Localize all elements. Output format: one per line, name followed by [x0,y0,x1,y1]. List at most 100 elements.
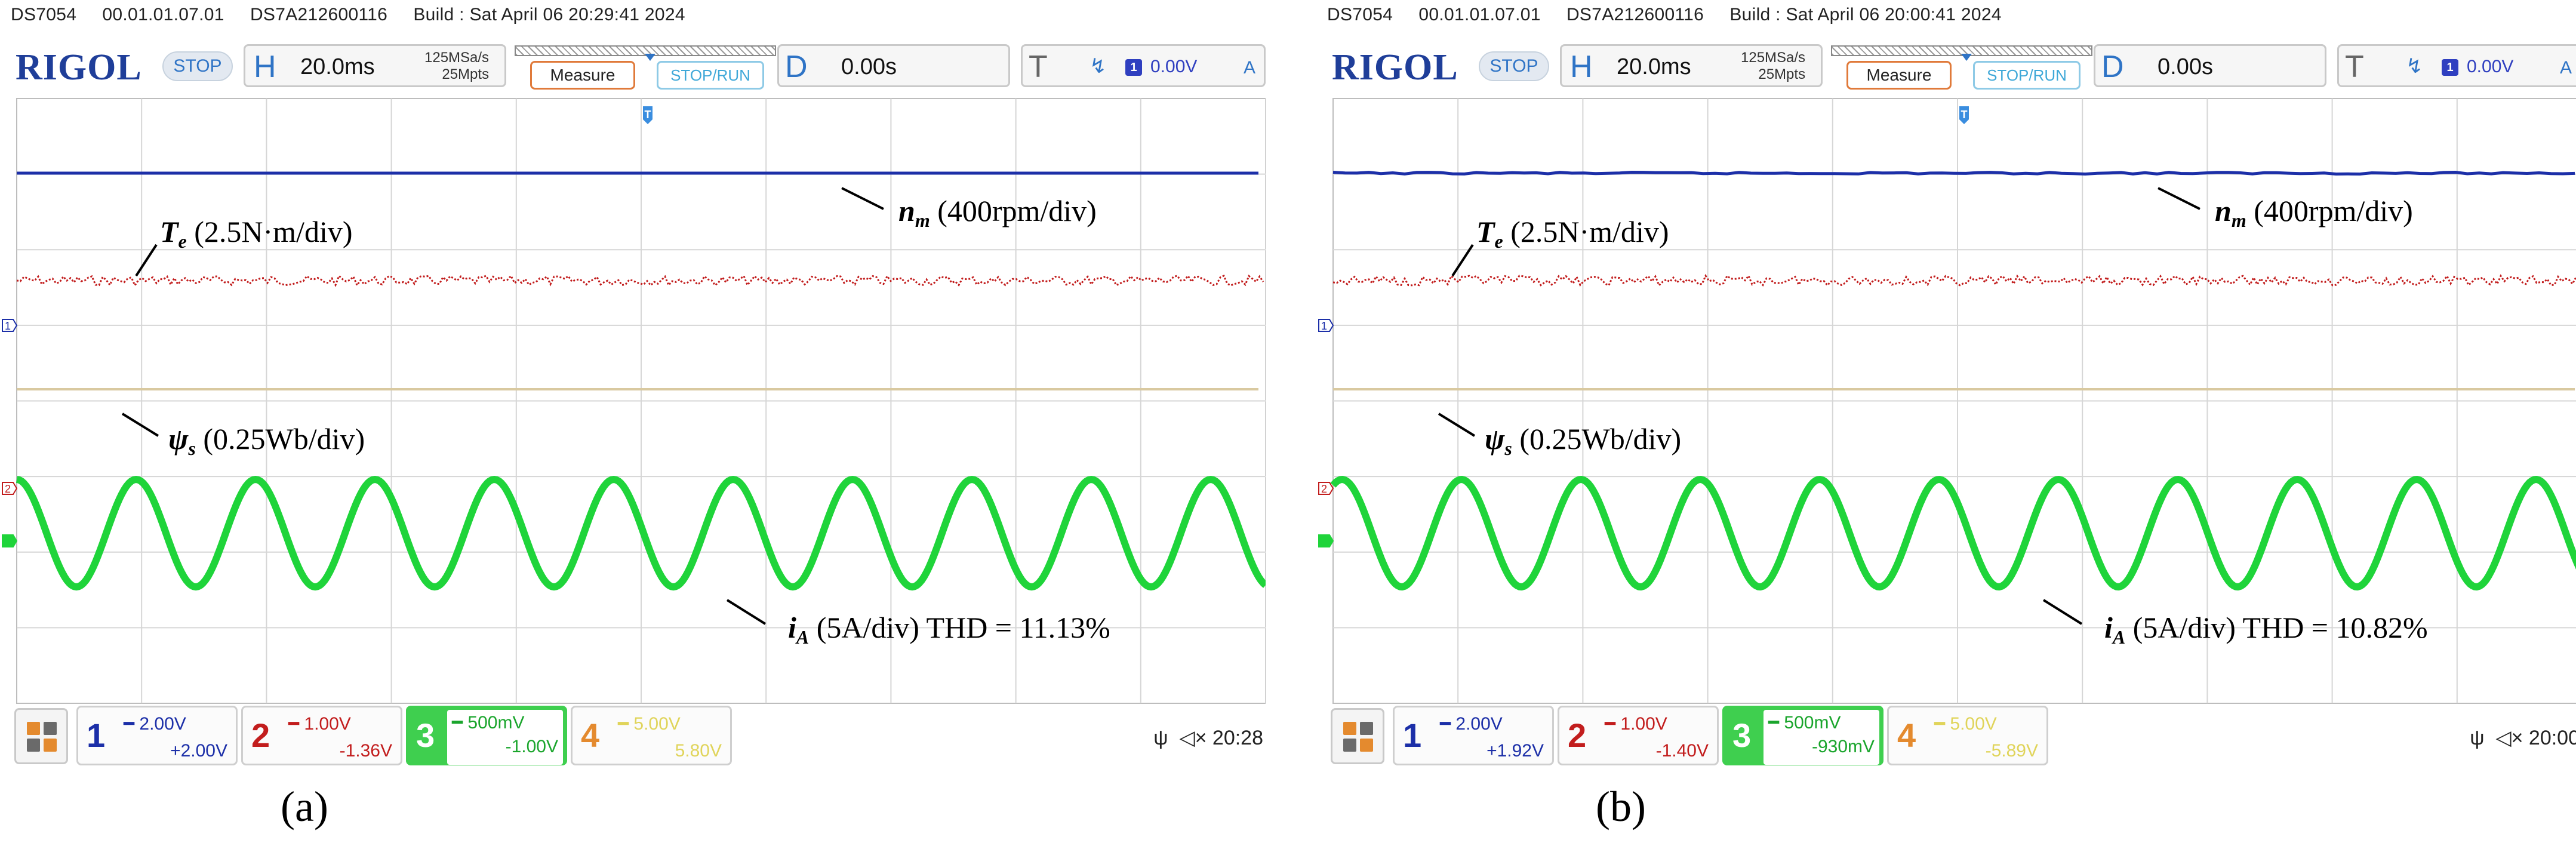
horizontal-key: H [1570,50,1593,84]
panel-caption: (b) [1596,783,1646,830]
flux-leader-line [121,413,159,437]
channel1-offset: +1.92V [1486,741,1544,761]
trigger-marker-icon: T [1959,106,1969,124]
ch3-ground-marker [1318,534,1334,547]
channel1-speed-trace [1332,170,2575,176]
channel1-number: 1 [1403,716,1422,754]
delay-menu-button[interactable]: D 0.00s [777,44,1010,87]
channel3-scale-value: 500mV [467,713,525,733]
ground-markers: 1 2 [1318,319,1334,547]
flux-label: ψs (0.25Wb/div) [1485,422,1681,459]
channel2-scale-value: 1.00V [1620,714,1667,734]
trigger-key: T [1029,50,1048,84]
channel2-button[interactable]: 2 ━ 1.00V -1.40V [1558,706,1719,765]
delay-key: D [2101,50,2124,84]
channel2-offset: -1.40V [1655,741,1709,761]
channel3-offset: -930mV [1811,737,1875,756]
channel3-number: 3 [1732,716,1752,754]
current-leader-line [2042,599,2083,625]
scope-panel-a: DS7054 00.01.01.07.01 DS7A212600116 Buil… [0,0,1266,846]
svg-text:T: T [1961,109,1968,121]
usb-icon: ψ [1153,727,1168,749]
channel1-button[interactable]: 1 ━ 2.00V +1.92V [1393,706,1554,765]
channel4-offset: -5.89V [1985,741,2038,761]
scope-panel-b: DS7054 00.01.01.07.01 DS7A212600116 Buil… [1316,0,2576,846]
stop-run-button[interactable]: STOP/RUN [657,61,764,90]
waveform-display[interactable]: T 1 2 nm (400rpm/div) Te (2.5N·m/div) ψs… [1316,0,2576,705]
trigger-position-marker-icon [1961,54,1972,61]
channel3-scale-value: 500mV [1784,713,1841,733]
speaker-icon[interactable]: ◁× [1179,727,1207,749]
speed-leader-line [2158,187,2200,210]
trigger-position-marker-icon [645,54,655,61]
delay-value: 0.00s [2158,54,2213,79]
speaker-icon[interactable]: ◁× [2495,727,2523,749]
trigger-edge-icon: ↯ [1090,55,1107,78]
waveform-display[interactable]: T 1 2 nm (400rpm/div) Te (2.5N·m/div) ψs… [0,0,1266,705]
timebase-value: 20.0ms [1617,54,1691,79]
channel2-scale: ━ 1.00V [288,714,351,734]
flux-leader-line [1438,413,1476,437]
channel1-offset: +2.00V [170,741,227,761]
delay-menu-button[interactable]: D 0.00s [2094,44,2326,87]
horizontal-menu-button[interactable]: H 20.0ms 125MSa/s 25Mpts [1560,44,1823,87]
channel3-button[interactable]: 3 ━ 500mV -930mV [1722,706,1883,765]
trigger-menu-button[interactable]: T ↯ 1 0.00V A [1021,44,1266,87]
ch1-ground-marker [2,319,18,332]
run-state-badge[interactable]: STOP [1479,51,1549,81]
trigger-marker-icon: T [643,106,653,124]
flux-label: ψs (0.25Wb/div) [168,422,365,459]
sample-rate: 125MSa/s [1741,50,1806,66]
measure-button[interactable]: Measure [530,61,635,90]
brand-logo: RIGOL [1332,47,1458,88]
sample-rate-info: 125MSa/s 25Mpts [424,50,489,83]
speed-label: nm (400rpm/div) [2215,194,2413,231]
usb-icon: ψ [2470,727,2485,749]
trigger-level: 0.00V [1150,57,1198,76]
channel1-scale: ━ 2.00V [124,714,186,734]
run-state-badge[interactable]: STOP [162,51,233,81]
trigger-source: 1 [1125,59,1142,76]
trigger-menu-button[interactable]: T ↯ 1 0.00V A [2337,44,2576,87]
measure-button[interactable]: Measure [1846,61,1952,90]
ch1-ground-number: 1 [1321,320,1327,332]
ch2-ground-number: 2 [1321,483,1327,495]
current-leader-line [726,599,767,625]
channel4-scale-value: 5.00V [1950,714,1997,734]
horizontal-menu-button[interactable]: H 20.0ms 125MSa/s 25Mpts [244,44,506,87]
channel1-number: 1 [87,716,106,754]
top-toolbar: RIGOL STOP H 20.0ms 125MSa/s 25Mpts Meas… [0,41,1266,93]
build-info: DS7054 00.01.01.07.01 DS7A212600116 Buil… [11,5,685,24]
channel3-current-trace [1330,476,2576,590]
bottom-channel-bar: 1 ━ 2.00V +1.92V 2 ━ 1.00V -1.40V 3 ━ 50… [1316,703,2576,769]
stop-run-button[interactable]: STOP/RUN [1973,61,2081,90]
clock: 20:28 [1212,727,1263,749]
channel3-button[interactable]: 3 ━ 500mV -1.00V [406,706,567,765]
ground-markers: 1 2 [2,319,18,547]
channel3-current-trace [16,476,1266,590]
trigger-source: 1 [2442,59,2458,76]
torque-leader-line [1451,244,1474,277]
channel4-button[interactable]: 4 ━ 5.00V -5.89V [1887,706,2048,765]
channel3-offset: -1.00V [505,737,558,756]
channel1-button[interactable]: 1 ━ 2.00V +2.00V [76,706,238,765]
channel3-scale: ━ 500mV -930mV [1764,710,1879,765]
channel4-button[interactable]: 4 ━ 5.00V 5.80V [571,706,732,765]
channel2-button[interactable]: 2 ━ 1.00V -1.36V [241,706,402,765]
status-area: ψ ◁× 20:28 [1153,726,1263,750]
clock: 20:00 [2528,727,2576,749]
channel2-number: 2 [251,716,270,754]
channel3-scale: ━ 500mV -1.00V [447,710,563,765]
sample-rate-info: 125MSa/s 25Mpts [1741,50,1805,83]
menu-grid-icon[interactable] [14,708,68,764]
delay-key: D [785,50,808,84]
torque-label: Te (2.5N·m/div) [1476,215,1669,252]
menu-grid-icon[interactable] [1331,708,1384,764]
channel4-scale: ━ 5.00V [618,714,681,734]
channel4-number: 4 [1897,716,1916,754]
current-label: iA (5A/div) THD = 10.82% [2104,611,2428,648]
panel-caption: (a) [281,783,328,830]
trigger-level: 0.00V [2467,57,2514,76]
ch2-ground-marker [2,482,18,495]
